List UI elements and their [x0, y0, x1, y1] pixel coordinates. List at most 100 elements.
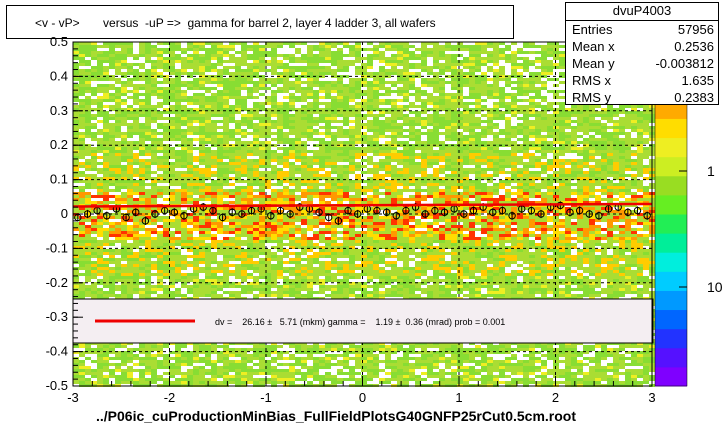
heatmap-cell [199, 240, 205, 243]
heatmap-cell [157, 72, 163, 75]
heatmap-cell [319, 120, 325, 123]
heatmap-cell [169, 279, 175, 282]
heatmap-cell [199, 381, 205, 384]
heatmap-cell [157, 81, 163, 84]
heatmap-cell [277, 270, 283, 273]
heatmap-cell [103, 231, 109, 234]
heatmap-cell [301, 84, 307, 87]
heatmap-cell [295, 150, 301, 153]
heatmap-cell [199, 255, 205, 258]
heatmap-cell [289, 129, 295, 132]
heatmap-cell [205, 156, 211, 159]
heatmap-cell [223, 111, 229, 114]
heatmap-cell [307, 147, 313, 150]
heatmap-cell [151, 366, 157, 369]
heatmap-cell [181, 126, 187, 129]
heatmap-cell [175, 168, 181, 171]
heatmap-cell [103, 45, 109, 48]
heatmap-cell [313, 357, 319, 360]
heatmap-cell [271, 243, 277, 246]
heatmap-cell [211, 354, 217, 357]
heatmap-cell [211, 264, 217, 267]
heatmap-cell [223, 228, 229, 231]
heatmap-cell [217, 87, 223, 90]
heatmap-cell [133, 51, 139, 54]
heatmap-cell [199, 135, 205, 138]
heatmap-cell [265, 135, 271, 138]
heatmap-cell [151, 267, 157, 270]
heatmap-cell [157, 66, 163, 69]
heatmap-cell [199, 159, 205, 162]
heatmap-cell [151, 78, 157, 81]
heatmap-cell [301, 111, 307, 114]
heatmap-cell [115, 138, 121, 141]
heatmap-cell [163, 60, 169, 63]
heatmap-cell [139, 210, 145, 213]
heatmap-cell [151, 234, 157, 237]
heatmap-cell [259, 273, 265, 276]
heatmap-cell [301, 288, 307, 291]
heatmap-cell [115, 240, 121, 243]
heatmap-cell [181, 366, 187, 369]
heatmap-cell [181, 240, 187, 243]
heatmap-cell [187, 252, 193, 255]
heatmap-cell [175, 51, 181, 54]
heatmap-cell [241, 186, 247, 189]
heatmap-cell [193, 45, 199, 48]
heatmap-cell [181, 60, 187, 63]
heatmap-cell [283, 195, 289, 198]
heatmap-cell [211, 201, 217, 204]
heatmap-cell [229, 288, 235, 291]
heatmap-cell [187, 102, 193, 105]
heatmap-cell [115, 87, 121, 90]
heatmap-cell [109, 270, 115, 273]
heatmap-cell [271, 198, 277, 201]
heatmap-cell [229, 240, 235, 243]
heatmap-cell [259, 264, 265, 267]
heatmap-cell [175, 120, 181, 123]
heatmap-cell [325, 60, 331, 63]
heatmap-cell [139, 42, 145, 45]
heatmap-cell [133, 102, 139, 105]
heatmap-cell [295, 132, 301, 135]
heatmap-cell [235, 252, 241, 255]
heatmap-cell [313, 255, 319, 258]
heatmap-cell [151, 111, 157, 114]
heatmap-cell [169, 351, 175, 354]
heatmap-cell [181, 201, 187, 204]
heatmap-cell [283, 66, 289, 69]
heatmap-cell [115, 255, 121, 258]
heatmap-cell [133, 219, 139, 222]
heatmap-cell [121, 372, 127, 375]
heatmap-cell [271, 231, 277, 234]
heatmap-cell [283, 99, 289, 102]
heatmap-cell [289, 45, 295, 48]
heatmap-cell [271, 69, 277, 72]
heatmap-cell [181, 183, 187, 186]
heatmap-cell [121, 288, 127, 291]
heatmap-cell [157, 51, 163, 54]
heatmap-cell [145, 54, 151, 57]
heatmap-cell [247, 261, 253, 264]
heatmap-cell [133, 276, 139, 279]
heatmap-cell [205, 279, 211, 282]
heatmap-cell [121, 240, 127, 243]
heatmap-cell [205, 87, 211, 90]
heatmap-cell [163, 222, 169, 225]
heatmap-cell [229, 195, 235, 198]
heatmap-cell [97, 192, 103, 195]
heatmap-cell [295, 177, 301, 180]
heatmap-cell [325, 72, 331, 75]
heatmap-cell [175, 42, 181, 45]
heatmap-cell [331, 129, 337, 132]
heatmap-cell [283, 270, 289, 273]
heatmap-cell [91, 222, 97, 225]
heatmap-cell [181, 165, 187, 168]
heatmap-cell [289, 231, 295, 234]
heatmap-cell [259, 288, 265, 291]
heatmap-cell [247, 138, 253, 141]
heatmap-cell [205, 93, 211, 96]
heatmap-cell [145, 126, 151, 129]
heatmap-cell [103, 261, 109, 264]
heatmap-cell [193, 234, 199, 237]
